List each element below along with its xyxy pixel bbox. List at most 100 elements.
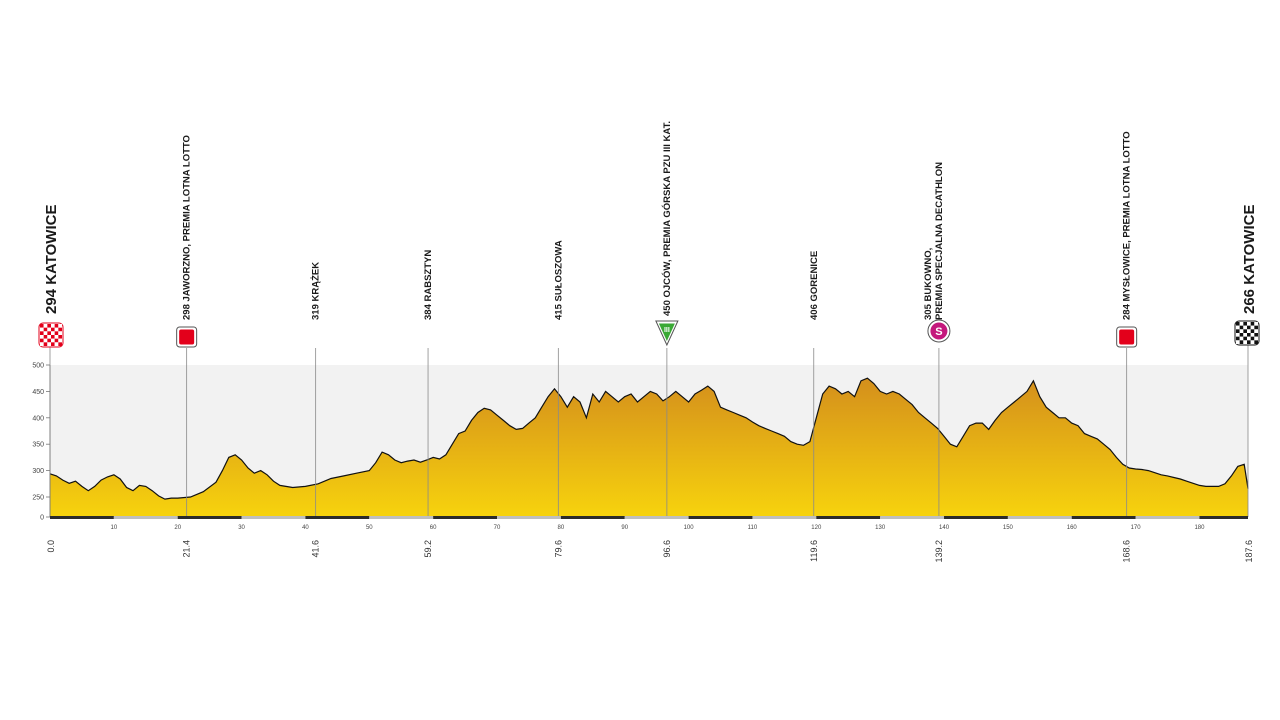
flag-square bbox=[40, 327, 44, 332]
flag-square bbox=[58, 324, 62, 328]
x-axis-segment bbox=[50, 516, 114, 519]
flag-square bbox=[1250, 325, 1255, 330]
waypoint-symbols: III S bbox=[176, 319, 1138, 348]
waypoint-labels: 298 JAWORZNO, PREMIA LOTNA LOTTO 319 KRĄŻ… bbox=[182, 121, 1133, 320]
mountain-icon-text: III bbox=[664, 327, 670, 334]
flag-square bbox=[1247, 329, 1251, 333]
y-tick-label: 300 bbox=[32, 468, 44, 475]
x-tick-label: 20 bbox=[174, 525, 181, 531]
x-tick-label: 40 bbox=[302, 525, 309, 531]
x-tick-label: 120 bbox=[811, 525, 822, 531]
flag-square bbox=[1254, 333, 1258, 337]
waypoint-km-label: 119.6 bbox=[809, 540, 819, 562]
x-axis-segment bbox=[177, 516, 242, 519]
special-icon-fill bbox=[930, 322, 948, 340]
x-tick-label: 130 bbox=[875, 525, 886, 531]
flag-square bbox=[1243, 340, 1247, 344]
flag-square bbox=[54, 327, 59, 332]
y-tick-label: 500 bbox=[32, 363, 44, 370]
flag-square bbox=[1250, 340, 1255, 344]
flag-square bbox=[47, 342, 51, 346]
sprint-icon-inner bbox=[179, 329, 195, 345]
flag-square bbox=[1239, 336, 1244, 341]
waypoint-km-label: 21.4 bbox=[182, 540, 192, 558]
flag-square bbox=[1250, 336, 1255, 341]
flag-square bbox=[1239, 333, 1244, 337]
waypoint-label: 450 OJCÓW, PREMIA GÓRSKA PZU III KAT. bbox=[661, 121, 673, 316]
x-axis-segment bbox=[688, 516, 753, 519]
waypoint-km-label: 41.6 bbox=[311, 540, 321, 558]
flag-square bbox=[43, 331, 48, 335]
x-axis-segment bbox=[624, 516, 689, 519]
flag-square bbox=[1243, 333, 1247, 337]
flag-square bbox=[47, 324, 51, 328]
flag-square bbox=[1243, 336, 1247, 341]
flag-square bbox=[51, 331, 55, 335]
waypoint-km-label: 96.6 bbox=[662, 540, 672, 558]
flag-square bbox=[1236, 322, 1240, 326]
waypoint-km-label: 168.6 bbox=[1122, 540, 1132, 563]
flag-square bbox=[40, 324, 44, 328]
flag-square bbox=[58, 342, 62, 346]
flag-square bbox=[54, 331, 59, 335]
flag-square bbox=[54, 342, 59, 346]
x-axis-segment bbox=[113, 516, 178, 519]
flag-square bbox=[47, 331, 51, 335]
flag-square bbox=[43, 338, 48, 343]
checkered-flag-red-icon bbox=[38, 322, 64, 348]
flag-square bbox=[40, 331, 44, 335]
x-tick-label: 80 bbox=[558, 525, 565, 531]
x-axis-segment bbox=[241, 516, 306, 519]
waypoint-km-label: 59.2 bbox=[423, 540, 433, 558]
flag-square bbox=[51, 327, 55, 332]
flag-square bbox=[1247, 325, 1251, 330]
flag-square bbox=[40, 342, 44, 346]
flag-square bbox=[1247, 340, 1251, 344]
flag-square bbox=[1243, 329, 1247, 333]
finish-km-label: 187.6 bbox=[1244, 540, 1254, 563]
flag-square bbox=[1254, 340, 1258, 344]
x-tick-label: 100 bbox=[684, 525, 695, 531]
flag-square bbox=[1236, 333, 1240, 337]
waypoint-label: 384 RABSZTYN bbox=[423, 250, 434, 320]
x-axis-segment bbox=[1007, 516, 1072, 519]
mountain-icon: III bbox=[655, 320, 679, 347]
flag-square bbox=[47, 335, 51, 339]
x-axis-segment bbox=[433, 516, 498, 519]
flag-square bbox=[1247, 333, 1251, 337]
x-tick-label: 180 bbox=[1194, 525, 1205, 531]
flag-square bbox=[1236, 329, 1240, 333]
profile-area bbox=[50, 378, 1248, 517]
x-tick-label: 110 bbox=[748, 525, 758, 531]
waypoint-km-label: 79.6 bbox=[553, 540, 563, 558]
y-tick-label: 350 bbox=[32, 442, 44, 449]
x-tick-label: 60 bbox=[430, 525, 437, 531]
start-label: 294 KATOWICE bbox=[43, 205, 60, 314]
start-marker: 294 KATOWICE 0.0 bbox=[38, 205, 64, 553]
x-axis-segment bbox=[944, 516, 1008, 519]
flag-square bbox=[40, 335, 44, 339]
flag-square bbox=[43, 335, 48, 339]
mountain-icon-fill bbox=[658, 323, 675, 341]
flag-square bbox=[58, 338, 62, 343]
flag-square bbox=[1254, 325, 1258, 330]
flag-square bbox=[1254, 329, 1258, 333]
flag-square bbox=[51, 342, 55, 346]
flag-square bbox=[1250, 322, 1255, 326]
flag-square bbox=[54, 338, 59, 343]
waypoint-km-labels: 21.4 41.6 59.2 79.6 96.6 119.6 139.2 168.6 bbox=[182, 540, 1132, 563]
x-axis-segment bbox=[880, 516, 945, 519]
flag-square bbox=[51, 338, 55, 343]
waypoint-label: 305 BUKOWNO, bbox=[923, 248, 934, 320]
flag-square bbox=[58, 331, 62, 335]
waypoint-label: 284 MYSŁOWICE, PREMIA LOTNA LOTTO bbox=[1122, 131, 1133, 320]
flag-square bbox=[40, 338, 44, 343]
x-axis-segment bbox=[497, 516, 561, 519]
flag-square bbox=[43, 324, 48, 328]
y-tick-label: 250 bbox=[32, 495, 44, 502]
x-tick-label: 160 bbox=[1067, 525, 1078, 531]
x-tick-label: 10 bbox=[111, 525, 118, 531]
flag-square bbox=[1254, 322, 1258, 326]
flag-square bbox=[1239, 322, 1244, 326]
